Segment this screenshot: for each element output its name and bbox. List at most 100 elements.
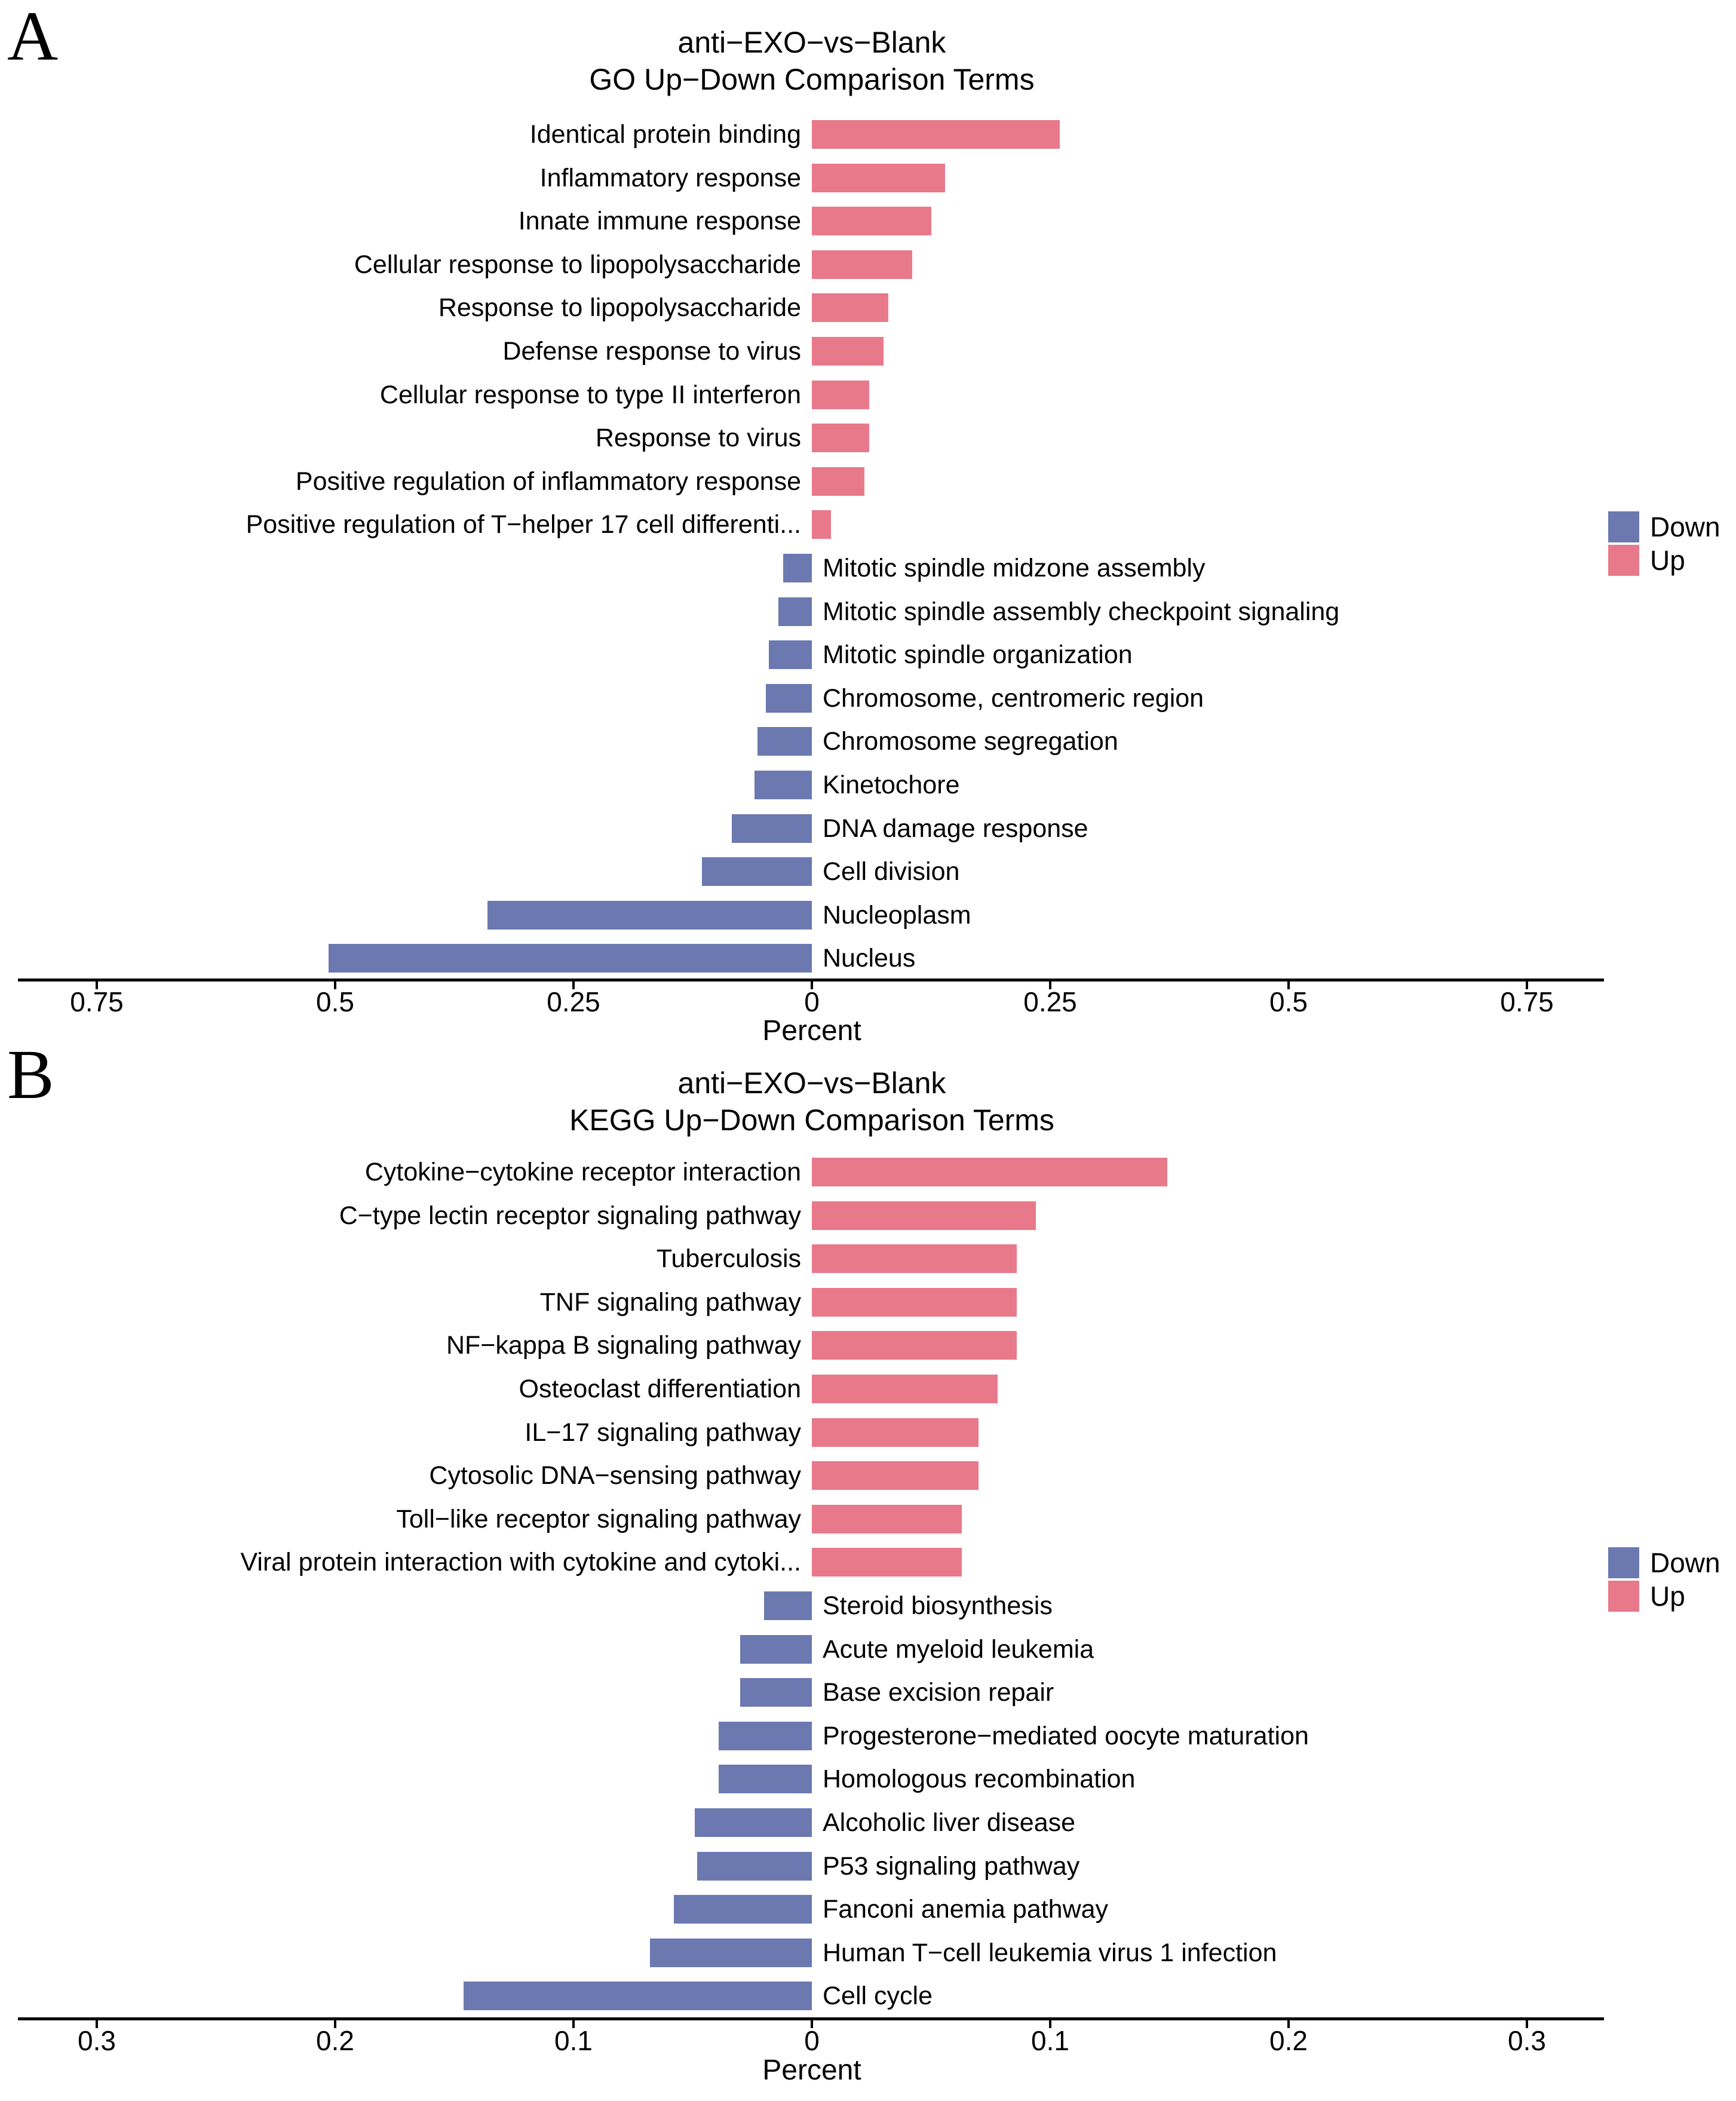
bar-up [812,1331,1017,1360]
legend-down-label: Down [1650,1547,1720,1578]
bar-label: Mitotic spindle midzone assembly [823,554,1206,582]
panel-b-legend: Down Up [1608,1547,1720,1614]
panel-b-title-line1: anti−EXO−vs−Blank [677,1066,946,1100]
bar-label: Positive regulation of inflammatory resp… [295,467,801,496]
panel-a-title-line2: GO Up−Down Comparison Terms [589,63,1035,96]
legend-up-swatch [1608,1581,1639,1612]
legend-down-label: Down [1650,511,1720,542]
bar-label: Cytokine−cytokine receptor interaction [364,1158,801,1186]
bar-down [697,1851,812,1881]
bar-down [702,857,812,887]
bar-label: Inflammatory response [539,163,801,192]
bar-label: Mitotic spindle organization [823,640,1133,670]
bar-label: Cell cycle [823,1982,933,2011]
panel-b-axis-title: Percent [762,2054,861,2086]
axis-tick-label: 0.2 [1269,2025,1308,2056]
panel-a-legend: Down Up [1608,511,1720,578]
bar-up [812,467,864,496]
bar-down [674,1895,812,1924]
panel-a-letter: A [7,0,59,75]
axis-tick [811,2020,813,2028]
axis-tick [96,982,98,989]
bar-label: Response to lipopolysaccharide [438,293,801,323]
bar-label: Viral protein interaction with cytokine … [240,1548,801,1577]
bar-label: Nucleus [823,944,916,973]
bar-up [812,1201,1036,1230]
axis-tick-label: 0.3 [78,2025,116,2056]
bar-down [695,1808,812,1837]
bar-label: TNF signaling pathway [539,1287,801,1317]
axis-tick [96,2020,98,2028]
bar-label: Mitotic spindle assembly checkpoint sign… [823,597,1340,626]
legend-item-down: Down [1608,511,1720,542]
bar-label: Cellular response to type II interferon [379,380,801,409]
axis-tick-label: 0.5 [1269,986,1308,1017]
bar-label: P53 signaling pathway [823,1851,1080,1881]
axis-tick [1049,2020,1051,2028]
bar-up [812,1158,1167,1186]
panel-a-title: anti−EXO−vs−Blank GO Up−Down Comparison … [0,24,1624,98]
bar-label: Human T−cell leukemia virus 1 infection [823,1938,1277,1967]
axis-tick-label: 0.25 [1023,986,1077,1017]
legend-item-up: Up [1608,1581,1720,1612]
bar-up [812,293,888,323]
axis-tick [1287,2020,1290,2028]
bar-label: Progesterone−mediated oocyte maturation [823,1721,1309,1750]
bar-label: Positive regulation of T−helper 17 cell … [246,510,801,539]
bar-label: Chromosome segregation [823,727,1118,756]
bar-label: Toll−like receptor signaling pathway [396,1504,801,1533]
panel-a-axis-line [18,979,1604,982]
bar-down [719,1721,812,1750]
axis-tick [811,982,813,989]
bar-up [812,337,884,366]
panel-b-axis-line [18,2017,1604,2020]
bar-down [769,640,812,670]
bar-down [487,900,812,930]
bar-label: Nucleoplasm [823,900,971,930]
bar-down [732,814,812,843]
bar-label: Osteoclast differentiation [519,1375,801,1403]
bar-up [812,424,869,453]
axis-tick-label: 0.75 [70,986,124,1017]
axis-tick [334,2020,336,2028]
bar-label: Alcoholic liver disease [823,1808,1076,1837]
bar-label: Acute myeloid leukemia [823,1634,1094,1664]
axis-tick-label: 0 [804,2025,820,2056]
bar-up [812,1244,1017,1274]
bar-down [464,1982,812,2011]
legend-up-label: Up [1650,1581,1685,1612]
bar-down [754,771,812,799]
bar-down [766,683,812,713]
bar-up [812,1287,1017,1317]
axis-tick [1049,982,1051,989]
bar-label: Innate immune response [518,207,801,236]
axis-tick [572,2020,575,2028]
bar-label: Fanconi anemia pathway [823,1895,1109,1924]
bar-up [812,207,931,236]
bar-label: Base excision repair [823,1678,1054,1707]
panel-b-title: anti−EXO−vs−Blank KEGG Up−Down Compariso… [0,1065,1624,1139]
legend-item-down: Down [1608,1547,1720,1578]
axis-tick-label: 0.25 [547,986,600,1017]
bar-label: Steroid biosynthesis [823,1591,1053,1620]
panel-a-title-line1: anti−EXO−vs−Blank [677,26,946,59]
bar-up [812,250,912,279]
bar-label: C−type lectin receptor signaling pathway [339,1201,801,1230]
bar-up [812,510,831,539]
bar-label: Cell division [823,857,960,887]
bar-label: NF−kappa B signaling pathway [446,1331,801,1360]
axis-tick [1287,982,1290,989]
axis-tick [1526,982,1528,989]
axis-tick [1526,2020,1528,2028]
axis-tick-label: 0.5 [316,986,354,1017]
axis-tick-label: 0.2 [316,2025,354,2056]
axis-tick-label: 0.75 [1500,986,1554,1017]
legend-item-up: Up [1608,545,1720,576]
panel-a-axis-title: Percent [762,1015,861,1047]
bar-label: Chromosome, centromeric region [823,683,1204,713]
bar-label: Kinetochore [823,771,960,799]
bar-down [757,727,812,756]
bar-up [812,1504,962,1533]
bar-label: IL−17 signaling pathway [525,1418,801,1447]
bar-down [740,1634,812,1664]
